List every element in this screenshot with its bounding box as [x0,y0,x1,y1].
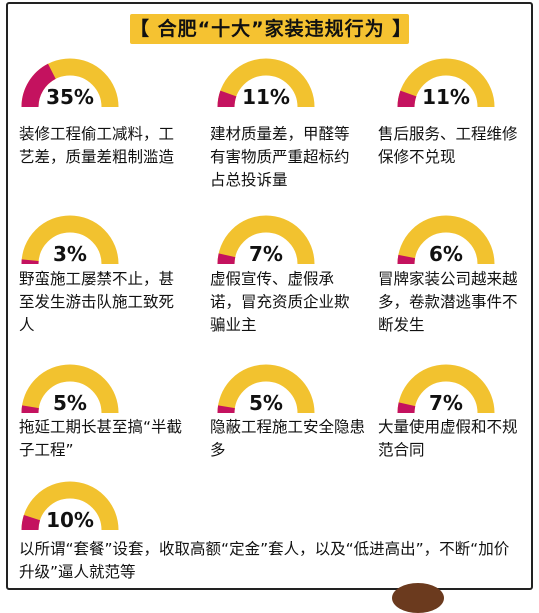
gauge-percent-label: 6% [406,242,486,266]
gauge-percent-label: 11% [226,85,306,109]
gauge-description: 野蛮施工屡禁不止，甚至发生游击队施工致死人 [19,268,184,337]
gauge-percent-label: 3% [30,242,110,266]
gauge-percent-label: 7% [406,391,486,415]
gauge-description: 拖延工期长甚至搞“半截子工程” [19,416,184,462]
gauge-description: 隐蔽工程施工安全隐患多 [210,416,370,462]
gauge-percent-label: 10% [30,508,110,532]
gauge-description: 建材质量差，甲醛等有害物质严重超标约占总投诉量 [210,123,350,192]
gauge-percent-label: 5% [30,391,110,415]
gauge-description: 以所谓“套餐”设套，收取高额“定金”套人，以及“低进高出”，不断“加价升级”逼人… [19,538,519,584]
chart-title: 【 合肥“十大”家装违规行为 】 [130,14,409,44]
gauge-percent-label: 5% [226,391,306,415]
decorative-shape [392,583,444,613]
gauge-description: 售后服务、工程维修保修不兑现 [378,123,520,169]
gauge-percent-label: 35% [30,85,110,109]
gauge-percent-label: 11% [406,85,486,109]
gauge-description: 大量使用虚假和不规范合同 [378,416,520,462]
gauge-description: 冒牌家装公司越来越多，卷款潜逃事件不断发生 [378,268,520,337]
gauge-description: 虚假宣传、虚假承诺，冒充资质企业欺骗业主 [210,268,350,337]
gauge-percent-label: 7% [226,242,306,266]
gauge-description: 装修工程偷工减料，工艺差，质量差粗制滥造 [19,123,184,169]
